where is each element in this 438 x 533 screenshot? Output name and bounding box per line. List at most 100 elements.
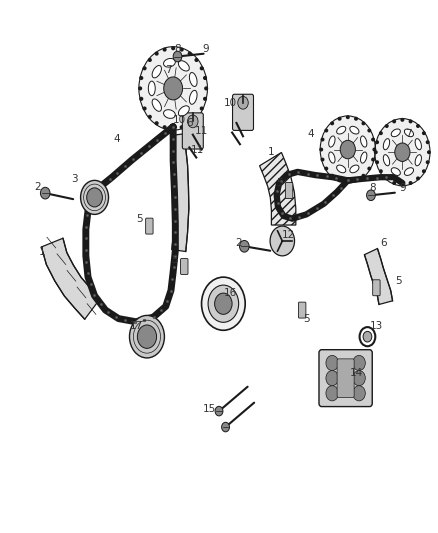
Ellipse shape <box>152 66 162 78</box>
Ellipse shape <box>330 122 334 125</box>
Text: 8: 8 <box>369 183 376 193</box>
Ellipse shape <box>338 179 342 182</box>
Ellipse shape <box>422 169 426 173</box>
Text: 14: 14 <box>350 368 363 378</box>
Ellipse shape <box>138 86 142 91</box>
Ellipse shape <box>416 124 420 128</box>
Ellipse shape <box>171 46 175 50</box>
Ellipse shape <box>350 165 359 173</box>
Ellipse shape <box>367 128 371 133</box>
FancyBboxPatch shape <box>182 113 203 149</box>
Ellipse shape <box>148 81 155 96</box>
Circle shape <box>321 116 375 183</box>
Circle shape <box>208 285 239 322</box>
Ellipse shape <box>321 158 325 161</box>
Circle shape <box>215 406 223 416</box>
Circle shape <box>173 51 182 62</box>
Circle shape <box>87 188 102 207</box>
Text: 12: 12 <box>281 230 295 240</box>
Ellipse shape <box>180 125 184 130</box>
Ellipse shape <box>379 169 383 173</box>
Ellipse shape <box>400 118 404 122</box>
Circle shape <box>326 356 339 370</box>
Ellipse shape <box>367 167 371 171</box>
Circle shape <box>340 140 355 159</box>
Ellipse shape <box>203 76 207 80</box>
FancyBboxPatch shape <box>146 218 153 234</box>
Ellipse shape <box>324 167 328 171</box>
Circle shape <box>375 119 430 185</box>
Ellipse shape <box>346 115 350 119</box>
Ellipse shape <box>337 126 346 134</box>
Ellipse shape <box>360 136 367 147</box>
Ellipse shape <box>187 52 192 55</box>
Circle shape <box>238 96 248 109</box>
Ellipse shape <box>155 52 159 55</box>
Ellipse shape <box>383 155 390 166</box>
Ellipse shape <box>404 129 413 136</box>
Circle shape <box>81 180 109 214</box>
Ellipse shape <box>385 176 389 180</box>
Ellipse shape <box>194 58 198 62</box>
Ellipse shape <box>178 61 189 71</box>
Ellipse shape <box>426 160 430 164</box>
FancyBboxPatch shape <box>373 280 380 296</box>
Circle shape <box>139 47 207 130</box>
Ellipse shape <box>324 128 328 133</box>
Ellipse shape <box>371 158 375 161</box>
Text: 2: 2 <box>235 238 242 247</box>
Ellipse shape <box>203 97 207 101</box>
Ellipse shape <box>337 165 346 173</box>
Ellipse shape <box>409 181 413 185</box>
Ellipse shape <box>321 138 325 142</box>
Ellipse shape <box>139 97 143 101</box>
Ellipse shape <box>361 174 365 177</box>
Text: 13: 13 <box>370 321 383 331</box>
Text: 5: 5 <box>303 313 310 324</box>
Ellipse shape <box>379 131 383 135</box>
Circle shape <box>326 386 339 401</box>
Text: 5: 5 <box>395 277 401 286</box>
Circle shape <box>353 370 365 386</box>
Text: 3: 3 <box>71 174 78 184</box>
Ellipse shape <box>178 106 189 116</box>
Ellipse shape <box>163 110 175 118</box>
Ellipse shape <box>330 174 334 177</box>
Ellipse shape <box>361 122 365 125</box>
Ellipse shape <box>194 115 198 119</box>
FancyBboxPatch shape <box>337 359 354 398</box>
Circle shape <box>187 115 198 128</box>
Circle shape <box>215 293 232 314</box>
Text: 6: 6 <box>380 238 386 247</box>
Circle shape <box>270 226 294 256</box>
Ellipse shape <box>142 66 147 70</box>
Ellipse shape <box>360 152 367 163</box>
Circle shape <box>201 277 245 330</box>
Ellipse shape <box>142 107 147 110</box>
Ellipse shape <box>162 47 167 52</box>
Ellipse shape <box>187 121 192 125</box>
Text: 4: 4 <box>307 128 314 139</box>
Circle shape <box>138 325 156 349</box>
Ellipse shape <box>200 66 204 70</box>
Ellipse shape <box>409 119 413 124</box>
Ellipse shape <box>400 183 404 187</box>
Text: 5: 5 <box>136 214 143 224</box>
Ellipse shape <box>204 86 208 91</box>
Text: 15: 15 <box>203 404 216 414</box>
Text: 7: 7 <box>405 128 411 139</box>
Text: 9: 9 <box>203 44 209 53</box>
Polygon shape <box>260 152 296 225</box>
Ellipse shape <box>329 136 335 147</box>
Ellipse shape <box>374 150 378 154</box>
Ellipse shape <box>416 176 420 180</box>
Ellipse shape <box>148 58 152 62</box>
Text: 16: 16 <box>224 288 237 298</box>
Ellipse shape <box>346 180 350 184</box>
Text: 7: 7 <box>166 65 172 75</box>
Ellipse shape <box>152 99 162 111</box>
Ellipse shape <box>392 119 396 124</box>
Circle shape <box>240 240 249 252</box>
Text: 6: 6 <box>186 118 193 128</box>
Ellipse shape <box>189 90 197 104</box>
